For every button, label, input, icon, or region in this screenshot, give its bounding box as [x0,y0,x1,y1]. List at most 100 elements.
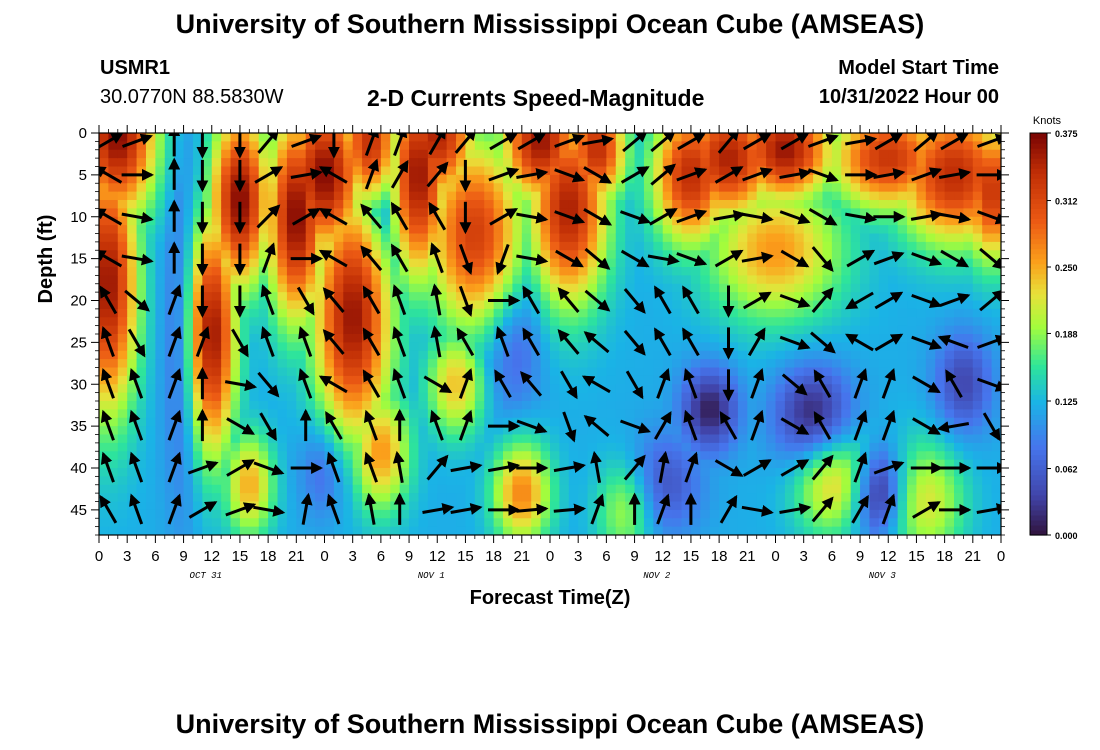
heatmap-cell [615,334,626,343]
heatmap-cell [850,308,861,318]
heatmap-cell [944,233,955,243]
heatmap-cell [352,325,363,335]
heatmap-cell [484,434,495,444]
heatmap-cell [578,275,589,285]
current-vector [253,504,286,517]
heatmap-cell [719,375,730,385]
heatmap-cell [615,359,626,369]
heatmap-cell [456,359,467,369]
heatmap-cell [944,158,955,168]
heatmap-cell [681,258,692,268]
heatmap-cell [108,275,119,285]
heatmap-cell [634,484,645,494]
heatmap-cell [211,442,222,452]
heatmap-cell [822,166,833,176]
heatmap-cell [982,133,993,142]
current-vector [741,251,774,264]
heatmap-cell [493,426,504,436]
heatmap-cell [606,350,617,360]
heatmap-cell [672,317,683,327]
heatmap-cell [737,233,748,243]
heatmap-cell [211,216,222,226]
current-vector [647,253,680,266]
heatmap-cell [183,317,194,327]
heatmap-cell [333,442,344,452]
heatmap-cell [192,300,203,310]
heatmap-cell [268,300,279,310]
heatmap-cell [766,283,777,293]
current-vector [129,493,144,525]
heatmap-cell [456,267,467,276]
heatmap-cell [775,417,786,427]
heatmap-cell [333,241,344,251]
heatmap-cell [521,426,532,436]
heatmap-cell [954,174,965,184]
heatmap-cell [305,526,316,535]
heatmap-cell [907,417,918,427]
heatmap-cell [643,191,654,201]
heatmap-cell [662,141,673,151]
heatmap-cell [690,308,701,318]
heatmap-cell [709,191,720,201]
heatmap-cell [813,501,824,511]
heatmap-cell [484,459,495,469]
heatmap-cell [315,183,326,193]
heatmap-cell [559,149,570,159]
heatmap-cell [841,442,852,452]
heatmap-cell [634,225,645,235]
heatmap-cell [277,174,288,184]
heatmap-cell [982,325,993,335]
heatmap-cell [277,392,288,402]
heatmap-cell [521,225,532,235]
heatmap-cell [174,225,185,235]
heatmap-cell [690,426,701,436]
heatmap-cell [850,375,861,385]
heatmap-cell [145,191,156,201]
heatmap-cell [925,250,936,260]
heatmap-cell [878,133,889,142]
heatmap-cell [719,258,730,268]
heatmap-cell [183,401,194,410]
current-vector [458,409,473,441]
heatmap-cell [437,476,448,486]
heatmap-cell [916,308,927,318]
current-vector [390,243,409,273]
heatmap-cell [427,350,438,360]
heatmap-cell [662,342,673,352]
heatmap-cell [615,459,626,469]
heatmap-cell [155,451,166,461]
heatmap-cell [766,200,777,209]
heatmap-cell [409,409,420,419]
current-vector [392,450,405,484]
heatmap-cell [296,392,307,402]
heatmap-cell [202,283,213,293]
heatmap-cell [437,484,448,494]
heatmap-cell [944,283,955,293]
heatmap-cell [333,350,344,360]
heatmap-cell [352,141,363,151]
heatmap-cell [568,317,579,327]
heatmap-cell [690,501,701,511]
heatmap-cell [681,384,692,394]
heatmap-cell [399,334,410,343]
heatmap-cell [860,434,871,444]
heatmap-cell [690,384,701,394]
heatmap-cell [578,451,589,461]
heatmap-cell [183,459,194,469]
heatmap-cell [155,484,166,494]
heatmap-cell [117,468,128,477]
heatmap-cell [315,451,326,461]
heatmap-cell [831,417,842,427]
heatmap-cell [183,359,194,369]
heatmap-cell [625,166,636,176]
heatmap-cell [258,308,269,318]
current-vector [853,367,868,399]
heatmap-cell [841,350,852,360]
heatmap-cell [277,308,288,318]
heatmap-cell [991,166,1001,176]
heatmap-cell [202,426,213,436]
heatmap-cell [831,367,842,377]
heatmap-cell [841,133,852,142]
heatmap-cell [249,275,260,285]
heatmap-cell [728,459,739,469]
